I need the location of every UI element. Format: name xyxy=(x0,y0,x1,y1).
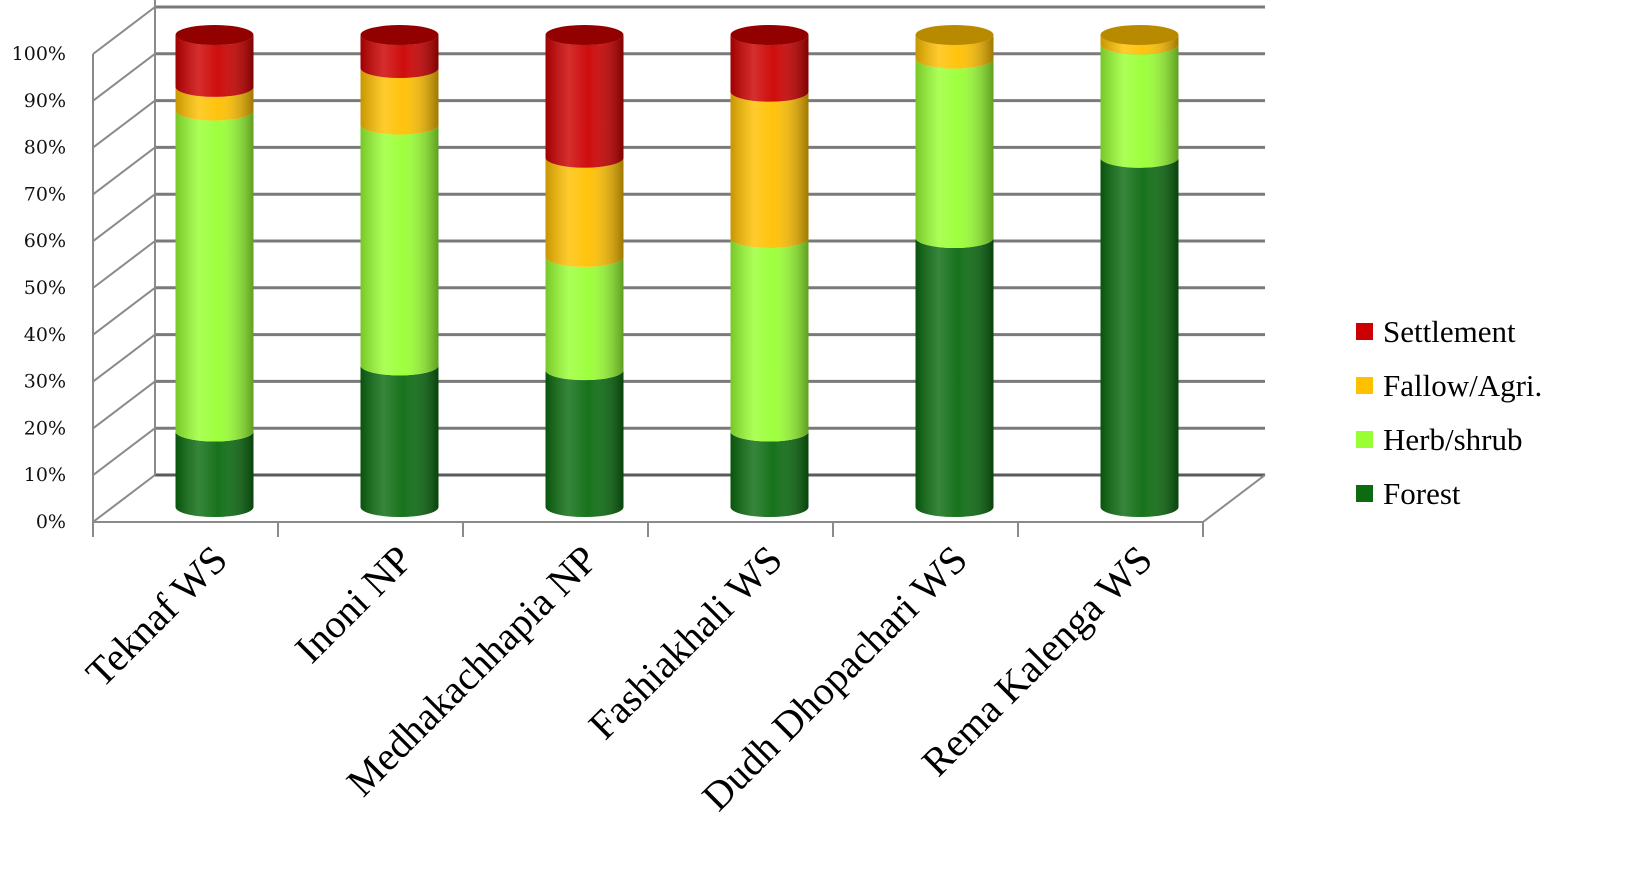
bar-segment-shading xyxy=(360,365,439,517)
bar-top-cap xyxy=(175,25,254,45)
bar-segment-shading xyxy=(730,91,809,248)
bar-top-cap xyxy=(545,25,624,45)
y-tick-label: 80% xyxy=(24,137,66,159)
bar-top-cap-shade xyxy=(1100,25,1179,45)
side-gridline xyxy=(92,99,156,149)
legend-swatch-herb-shrub xyxy=(1356,431,1373,448)
x-tick-label: Inoni NP xyxy=(286,537,421,672)
bar-top-cap xyxy=(730,25,809,45)
legend-label-herb-shrub: Herb/shrub xyxy=(1383,422,1522,457)
side-gridline xyxy=(92,146,156,196)
bar-segment-shading xyxy=(915,35,994,69)
side-gridline xyxy=(92,427,156,476)
bar-segment-shading xyxy=(175,86,254,121)
bar-segment-shading xyxy=(1100,157,1179,517)
bar-segment-shading xyxy=(175,431,254,517)
bar-segment-shading xyxy=(915,237,994,517)
y-tick-label: 100% xyxy=(12,43,66,65)
chart-legend: Settlement Fallow/Agri. Herb/shrub Forest xyxy=(1356,314,1542,511)
bar-top-cap xyxy=(915,25,994,45)
y-axis-ticks: 0% 10% 20% 30% 40% 50% 60% 70% 80% 90% 100% xyxy=(12,43,66,533)
bar-segment-shading xyxy=(360,68,439,135)
bar-medhakachhapia-np xyxy=(545,25,624,517)
bar-segment-shading xyxy=(1100,44,1179,168)
y-tick-label: 90% xyxy=(24,90,66,112)
bar-segment-shading xyxy=(545,256,624,381)
bar-rema-kalenga-ws xyxy=(1100,25,1179,517)
y-tick-label: 0% xyxy=(36,511,66,533)
legend-label-fallow-agri: Fallow/Agri. xyxy=(1383,368,1542,403)
side-gridline xyxy=(92,53,156,102)
side-gridline xyxy=(92,287,156,336)
chart-bars xyxy=(175,25,1179,517)
bar-segment-shading xyxy=(730,237,809,442)
bar-top-cap-shade xyxy=(545,25,624,45)
bar-segment-shading xyxy=(1100,35,1179,55)
x-tick-label: Teknaf WS xyxy=(77,537,236,696)
bar-top-cap-shade xyxy=(915,25,994,45)
y-tick-label: 10% xyxy=(24,464,66,486)
chart-axes xyxy=(92,0,1266,537)
x-tick-label: Fashiakhali WS xyxy=(580,537,791,748)
bar-inoni-np xyxy=(360,25,439,517)
bar-segment-shading xyxy=(545,35,624,168)
y-tick-label: 50% xyxy=(24,277,66,299)
side-gridline xyxy=(92,240,156,289)
side-gridline xyxy=(92,380,156,430)
bar-top-cap xyxy=(360,25,439,45)
bar-segment-shading xyxy=(360,35,439,79)
side-gridline xyxy=(92,474,156,523)
y-tick-label: 70% xyxy=(24,183,66,205)
legend-label-settlement: Settlement xyxy=(1383,314,1516,349)
bar-top-cap xyxy=(1100,25,1179,45)
bar-dudh-dhopachari-ws xyxy=(915,25,994,517)
bar-segment-shading xyxy=(360,124,439,376)
y-tick-label: 60% xyxy=(24,230,66,252)
bar-segment-shading xyxy=(730,431,809,517)
floor-right-edge xyxy=(1202,474,1266,523)
y-tick-label: 20% xyxy=(24,417,66,439)
y-tick-label: 30% xyxy=(24,371,66,393)
legend-swatch-fallow-agri xyxy=(1356,377,1373,394)
bar-segment-shading xyxy=(175,110,254,442)
side-gridline xyxy=(92,333,156,383)
side-gridline xyxy=(92,193,156,242)
bar-top-cap-shade xyxy=(730,25,809,45)
bar-fashiakhali-ws xyxy=(730,25,809,517)
bar-segment-shading xyxy=(175,35,254,97)
bar-top-cap-shade xyxy=(360,25,439,45)
bar-segment-shading xyxy=(545,157,624,267)
bar-teknaf-ws xyxy=(175,25,254,517)
bar-segment-shading xyxy=(915,58,994,248)
bar-segment-shading xyxy=(730,35,809,102)
bar-top-cap-shade xyxy=(175,25,254,45)
bar-segment-shading xyxy=(545,370,624,517)
legend-swatch-forest xyxy=(1356,485,1373,502)
side-gridline xyxy=(92,6,156,55)
y-tick-label: 40% xyxy=(24,324,66,346)
legend-swatch-settlement xyxy=(1356,323,1373,340)
chart-grid xyxy=(92,5,1265,523)
legend-label-forest: Forest xyxy=(1383,476,1461,511)
